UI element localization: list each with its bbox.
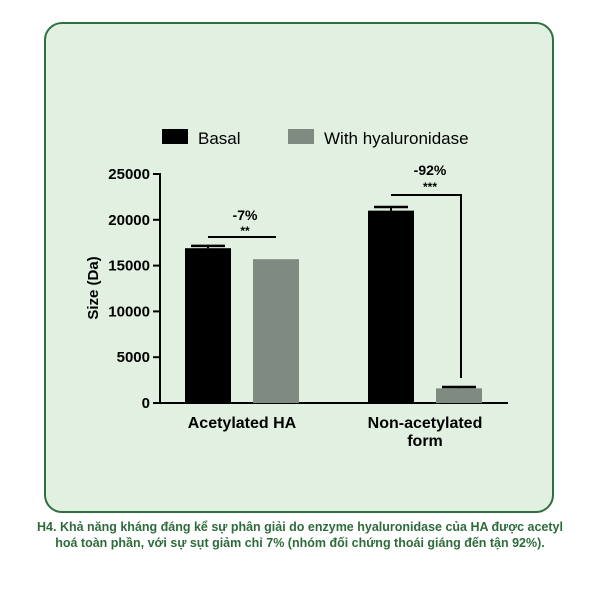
figure-caption: H4. Khả năng kháng đáng kể sự phân giải … <box>37 520 563 550</box>
y-ticks: 0 5000 10000 15000 20000 25000 <box>108 166 160 412</box>
legend-swatch-basal <box>162 129 188 144</box>
significance-bracket <box>391 194 462 378</box>
x-tick-labels: Acetylated HA Non-acetylated form <box>188 415 483 450</box>
bar-0-1 <box>253 259 299 403</box>
y-tick-label: 5000 <box>117 349 150 366</box>
significance-annotations: -7%** -92% *** <box>208 162 462 378</box>
percent-change-label: -92% <box>414 162 447 178</box>
x-tick-label: Acetylated HA <box>188 415 297 432</box>
legend-label-hyaluronidase: With hyaluronidase <box>324 129 469 148</box>
legend-label-basal: Basal <box>198 129 241 148</box>
legend-swatch-hyaluronidase <box>288 129 314 144</box>
y-tick-label: 25000 <box>108 166 150 183</box>
bars <box>185 205 482 403</box>
bar-1-0 <box>368 210 414 403</box>
y-tick-label: 15000 <box>108 258 150 275</box>
y-tick-label: 10000 <box>108 303 150 320</box>
legend: Basal With hyaluronidase <box>162 129 469 148</box>
y-tick-label: 20000 <box>108 212 150 229</box>
y-tick-label: 0 <box>142 395 150 412</box>
bar-chart: Basal With hyaluronidase 0 5000 10000 15000… <box>85 129 508 450</box>
percent-change-label: -7% <box>233 207 258 223</box>
bar-1-1 <box>436 388 482 403</box>
bar-0-0 <box>185 248 231 403</box>
significance-stars: *** <box>423 180 437 194</box>
x-tick-label: Non-acetylated form <box>368 415 483 450</box>
y-axis-label: Size (Da) <box>85 256 102 319</box>
significance-stars: ** <box>240 224 250 238</box>
